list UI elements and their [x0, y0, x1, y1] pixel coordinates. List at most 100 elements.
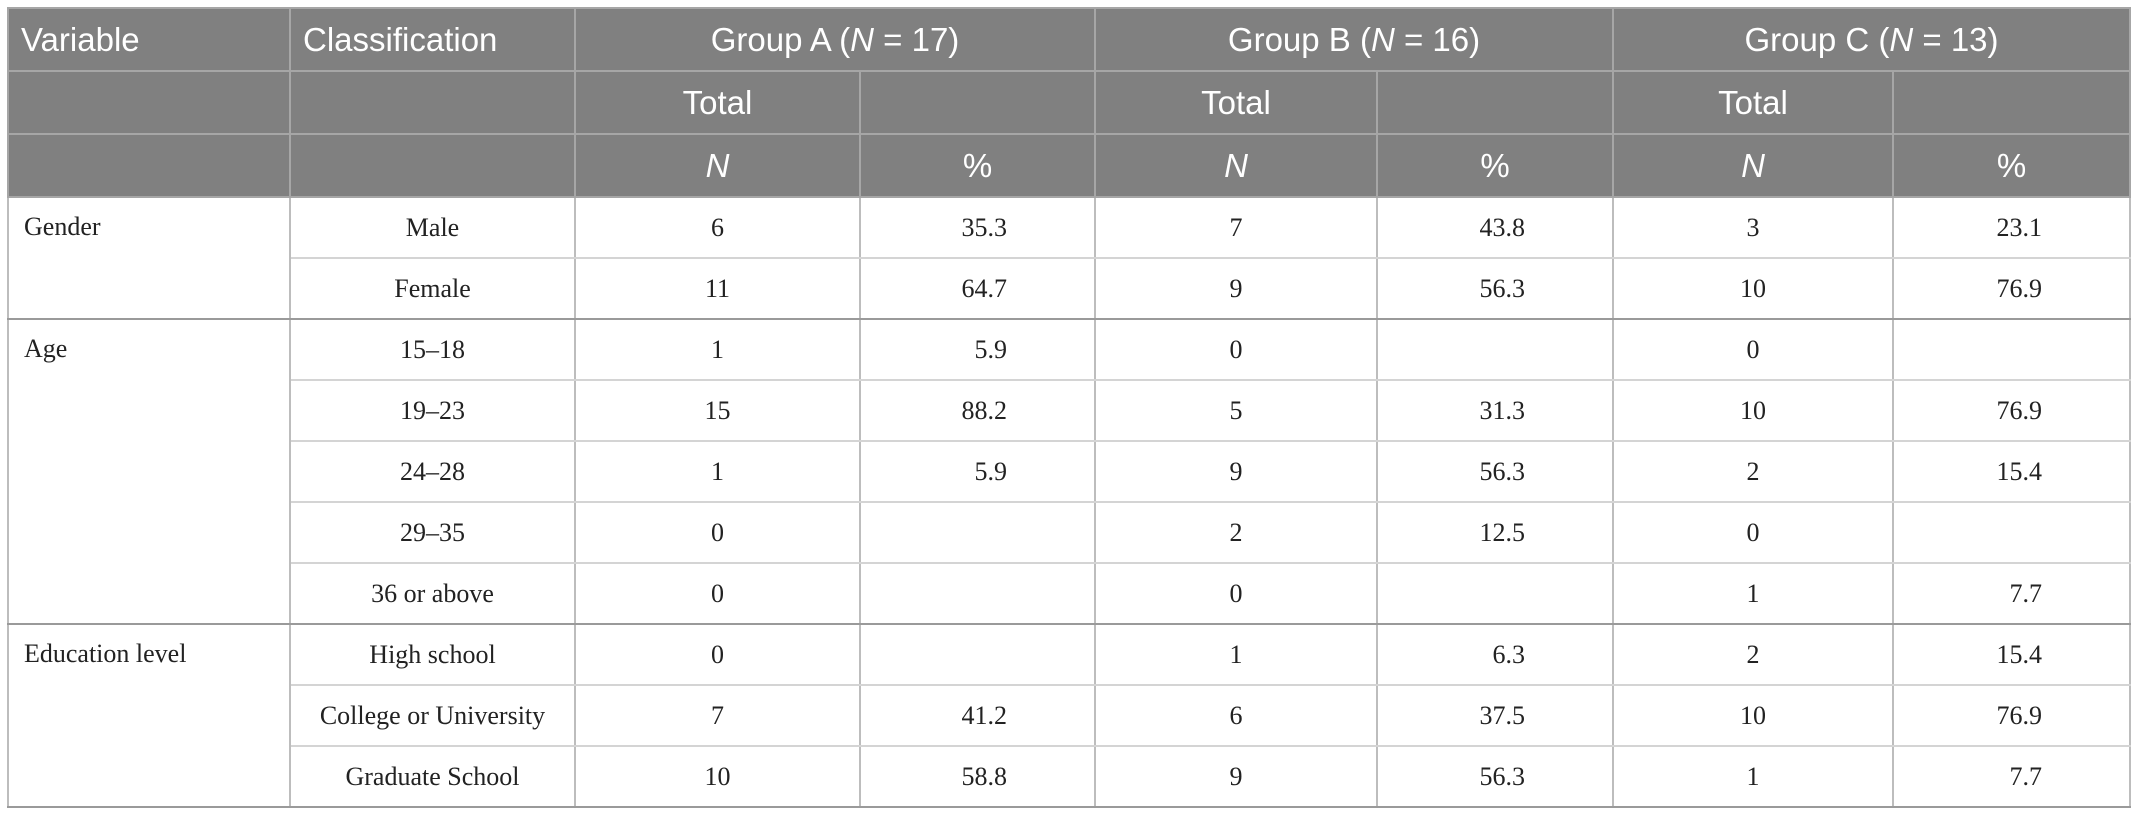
classification-cell: 19–23: [289, 379, 576, 442]
classification-cell: Female: [289, 257, 576, 320]
count-cell: 9: [1094, 257, 1379, 320]
count-cell: 10: [574, 745, 861, 808]
classification-cell: 29–35: [289, 501, 576, 564]
header-total-a: Total: [574, 70, 861, 135]
count-cell: 0: [574, 623, 861, 686]
table-body: Gender Male 6 35.3 7 43.8 3 23.1 Female 11 64.7 9 56…: [7, 196, 2132, 808]
percent-cell: [858, 501, 1097, 564]
percent-cell: 15.4: [1892, 623, 2132, 686]
percent-cell: 12.5: [1376, 501, 1615, 564]
classification-cell: 15–18: [289, 318, 576, 381]
percent-cell: 15.4: [1892, 440, 2132, 503]
header-empty: [1892, 70, 2132, 135]
percent-cell: [858, 562, 1097, 625]
variable-cell: Age: [7, 318, 291, 625]
classification-cell: 36 or above: [289, 562, 576, 625]
percent-cell: 31.3: [1376, 379, 1615, 442]
count-cell: 9: [1094, 745, 1379, 808]
count-cell: 10: [1612, 684, 1895, 747]
demographics-table: Variable Classification Group A (N = 17)…: [7, 7, 2132, 808]
percent-cell: 88.2: [858, 379, 1097, 442]
header-empty: [7, 133, 291, 198]
percent-cell: 56.3: [1376, 745, 1615, 808]
count-cell: 1: [1612, 562, 1895, 625]
header-empty: [7, 70, 291, 135]
header-classification: Classification: [289, 7, 576, 72]
count-cell: 0: [1094, 318, 1379, 381]
header-empty: [289, 70, 576, 135]
count-cell: 0: [1094, 562, 1379, 625]
count-cell: 1: [1612, 745, 1895, 808]
percent-cell: 37.5: [1376, 684, 1615, 747]
header-n-b: N: [1094, 133, 1379, 198]
header-group-c: Group C (N = 13): [1612, 7, 2132, 72]
percent-cell: [858, 623, 1097, 686]
table-row: 24–28 1 5.9 9 56.3 2 15.4: [8, 440, 2132, 503]
count-cell: 10: [1612, 379, 1895, 442]
count-cell: 6: [1094, 684, 1379, 747]
count-cell: 7: [574, 684, 861, 747]
count-cell: 2: [1612, 623, 1895, 686]
percent-cell: [1892, 318, 2132, 381]
count-cell: 1: [574, 440, 861, 503]
percent-cell: 6.3: [1376, 623, 1615, 686]
table-row: College or University 7 41.2 6 37.5 10 76.9: [8, 684, 2132, 747]
table-row: Education level High school 0 1 6.3 2 15.4: [7, 623, 2132, 808]
count-cell: 0: [1612, 318, 1895, 381]
header-n-a: N: [574, 133, 861, 198]
count-cell: 10: [1612, 257, 1895, 320]
header-empty: [858, 70, 1097, 135]
header-empty: [1376, 70, 1615, 135]
percent-cell: 5.9: [858, 318, 1097, 381]
table-row: Gender Male 6 35.3 7 43.8 3 23.1: [7, 196, 2132, 320]
percent-cell: [1376, 318, 1615, 381]
table-row: Female 11 64.7 9 56.3 10 76.9: [8, 257, 2132, 320]
variable-cell: Education level: [7, 623, 291, 808]
percent-cell: 58.8: [858, 745, 1097, 808]
header-row-total: Total Total Total: [7, 70, 2132, 135]
variable-cell: Gender: [7, 196, 291, 320]
classification-cell: Graduate School: [289, 745, 576, 808]
count-cell: 6: [574, 196, 861, 259]
count-cell: 0: [574, 501, 861, 564]
header-row-n-pct: N % N % N %: [7, 133, 2132, 198]
percent-cell: 64.7: [858, 257, 1097, 320]
table-row: 36 or above 0 0 1 7.7: [8, 562, 2132, 625]
percent-cell: 76.9: [1892, 684, 2132, 747]
header-pct-c: %: [1892, 133, 2132, 198]
percent-cell: [1892, 501, 2132, 564]
percent-cell: 35.3: [858, 196, 1097, 259]
count-cell: 0: [1612, 501, 1895, 564]
count-cell: 3: [1612, 196, 1895, 259]
percent-cell: 76.9: [1892, 379, 2132, 442]
count-cell: 0: [574, 562, 861, 625]
classification-cell: College or University: [289, 684, 576, 747]
percent-cell: 56.3: [1376, 440, 1615, 503]
count-cell: 15: [574, 379, 861, 442]
header-variable: Variable: [7, 7, 291, 72]
count-cell: 9: [1094, 440, 1379, 503]
header-total-c: Total: [1612, 70, 1895, 135]
count-cell: 7: [1094, 196, 1379, 259]
percent-cell: 43.8: [1376, 196, 1615, 259]
table-row: 19–23 15 88.2 5 31.3 10 76.9: [8, 379, 2132, 442]
table-header: Variable Classification Group A (N = 17)…: [7, 7, 2132, 198]
header-pct-b: %: [1376, 133, 1615, 198]
percent-cell: 41.2: [858, 684, 1097, 747]
percent-cell: 5.9: [858, 440, 1097, 503]
percent-cell: 23.1: [1892, 196, 2132, 259]
count-cell: 11: [574, 257, 861, 320]
header-group-a: Group A (N = 17): [573, 7, 1097, 72]
header-pct-a: %: [858, 133, 1097, 198]
header-row-groups: Variable Classification Group A (N = 17)…: [7, 7, 2132, 72]
count-cell: 1: [1094, 623, 1379, 686]
count-cell: 1: [574, 318, 861, 381]
classification-cell: High school: [289, 623, 576, 686]
percent-cell: 7.7: [1892, 562, 2132, 625]
classification-cell: 24–28: [289, 440, 576, 503]
percent-cell: 76.9: [1892, 257, 2132, 320]
header-group-b: Group B (N = 16): [1094, 7, 1615, 72]
count-cell: 5: [1094, 379, 1379, 442]
count-cell: 2: [1094, 501, 1379, 564]
count-cell: 2: [1612, 440, 1895, 503]
